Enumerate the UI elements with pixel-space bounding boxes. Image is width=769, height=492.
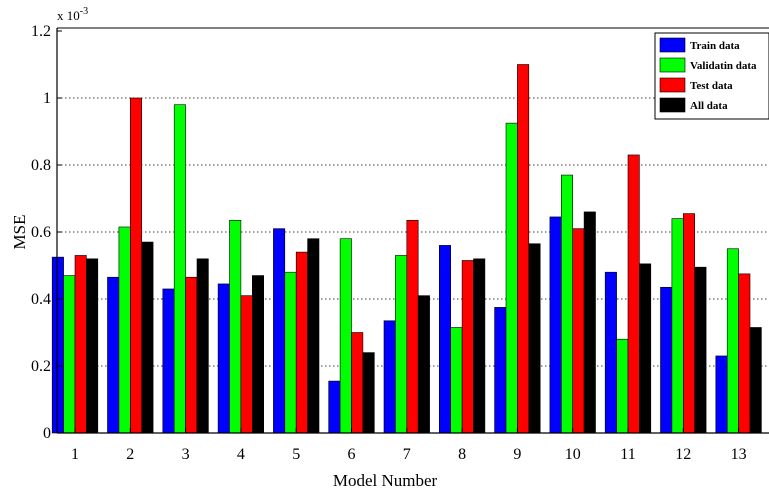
bar-train-data — [438, 245, 451, 434]
bar-test-data — [572, 228, 585, 434]
bar-train-data — [162, 288, 175, 434]
legend-label: Test data — [690, 80, 733, 92]
y-tick-label: 0.6 — [31, 224, 51, 241]
x-tick-label: 1 — [71, 446, 79, 463]
bars — [51, 64, 762, 434]
x-tick-label: 3 — [182, 446, 190, 463]
bar-test-data — [627, 154, 640, 434]
bar-train-data — [51, 256, 64, 434]
bar-test-data — [185, 276, 198, 434]
x-tick-label: 7 — [403, 446, 411, 463]
bar-all-data — [141, 241, 154, 434]
bar-validatin-data — [505, 122, 518, 434]
legend-swatch — [659, 37, 686, 53]
bar-validatin-data — [118, 226, 131, 434]
bar-test-data — [295, 251, 308, 434]
bar-train-data — [328, 380, 341, 434]
legend-swatch — [659, 57, 686, 73]
x-tick-label: 5 — [292, 446, 300, 463]
bar-all-data — [473, 258, 486, 434]
legend: Train data Validatin data Test data All dat… — [654, 32, 769, 120]
x-tick-label: 13 — [731, 446, 747, 463]
bar-test-data — [130, 97, 143, 434]
bar-test-data — [74, 255, 87, 434]
legend-label: Validatin data — [690, 60, 757, 72]
bar-all-data — [583, 211, 596, 434]
bar-train-data — [273, 228, 286, 434]
x-tick-label: 8 — [458, 446, 466, 463]
bar-test-data — [240, 295, 253, 434]
bar-validatin-data — [450, 327, 463, 434]
bar-train-data — [383, 320, 396, 434]
y-tick-label: 0.8 — [31, 157, 51, 174]
legend-label: All data — [690, 100, 728, 112]
x-axis-label: Model Number — [333, 471, 438, 490]
bar-test-data — [351, 332, 364, 434]
x-tick-label: 9 — [513, 446, 521, 463]
y-tick-label: 1 — [43, 90, 51, 107]
y-axis-label: MSE — [10, 215, 29, 250]
x-tick-label: 11 — [620, 446, 635, 463]
bar-validatin-data — [726, 248, 739, 434]
y-tick-label: 0.4 — [31, 291, 51, 308]
x-tick-label: 2 — [126, 446, 134, 463]
bar-validatin-data — [339, 238, 352, 434]
legend-label: Train data — [690, 40, 740, 52]
bar-test-data — [406, 219, 419, 434]
bar-test-data — [461, 260, 474, 434]
bar-validatin-data — [284, 271, 297, 434]
bar-train-data — [107, 276, 120, 434]
tick-labels: 00.20.40.60.811.21 2 3 4 5 6 7 8 9 10 11 12 13 — [31, 23, 747, 463]
y-multiplier-text: x 10 — [57, 8, 80, 23]
bar-all-data — [417, 295, 430, 434]
y-tick-label: 0.2 — [31, 358, 51, 375]
bar-validatin-data — [63, 275, 76, 434]
bar-validatin-data — [671, 218, 684, 434]
bar-validatin-data — [173, 104, 186, 434]
bar-all-data — [749, 327, 762, 434]
bar-train-data — [604, 271, 617, 434]
bar-validatin-data — [229, 219, 242, 434]
x-tick-label: 10 — [565, 446, 581, 463]
bar-test-data — [682, 213, 695, 434]
y-exponent-text: -3 — [80, 6, 88, 17]
bar-all-data — [362, 352, 375, 434]
bar-all-data — [528, 243, 541, 434]
bar-test-data — [517, 64, 530, 434]
bar-train-data — [660, 286, 673, 434]
bar-train-data — [217, 283, 230, 434]
bar-all-data — [694, 266, 707, 434]
bar-validatin-data — [395, 255, 408, 434]
y-exponent-label: x 10-3 — [57, 6, 88, 23]
bar-validatin-data — [616, 338, 629, 434]
bar-all-data — [252, 275, 265, 434]
bar-all-data — [86, 258, 99, 434]
bar-train-data — [549, 216, 562, 434]
bar-train-data — [494, 307, 507, 434]
legend-swatch — [659, 97, 686, 113]
bar-validatin-data — [560, 174, 573, 434]
bar-all-data — [639, 263, 652, 434]
axes — [56, 27, 769, 434]
y-tick-label: 0 — [43, 425, 51, 442]
x-tick-label: 4 — [237, 446, 245, 463]
legend-swatch — [659, 77, 686, 93]
x-tick-label: 12 — [675, 446, 691, 463]
bar-all-data — [196, 258, 209, 434]
x-tick-label: 6 — [348, 446, 356, 463]
bar-all-data — [307, 238, 320, 434]
y-tick-label: 1.2 — [31, 23, 51, 40]
bar-train-data — [715, 355, 728, 434]
bar-test-data — [738, 273, 751, 434]
